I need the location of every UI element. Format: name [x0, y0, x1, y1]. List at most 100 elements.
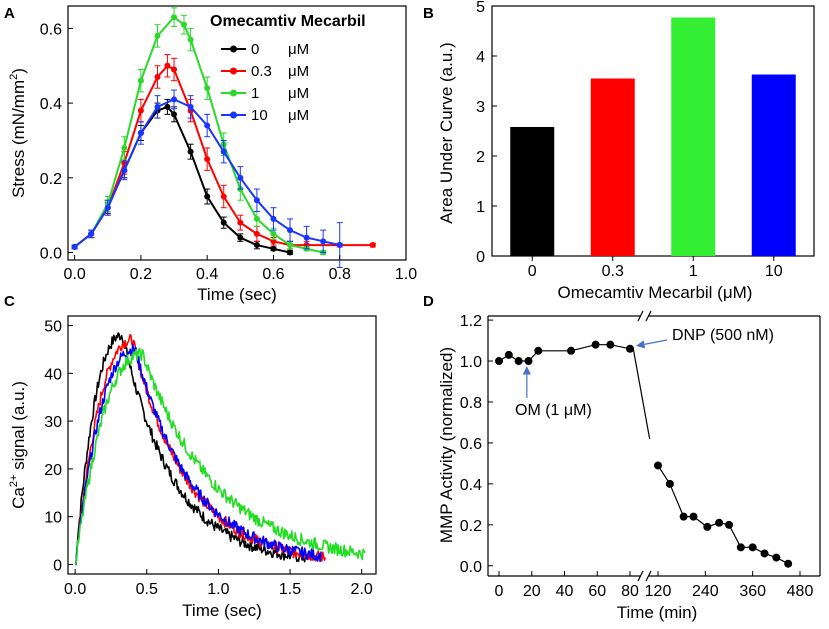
panel-a-y-label-close: ) [9, 68, 28, 74]
panel-a-data-point [320, 238, 327, 245]
panel-b-y-ticks: 0 1 2 3 4 5 [476, 0, 497, 266]
panel-b-y-tick-label: 0 [476, 249, 485, 266]
panel-b-y-tick-label: 2 [476, 149, 485, 166]
panel-a-data-point [137, 107, 144, 114]
panel-b-bar-10 [751, 74, 796, 256]
panel-d-y-tick-label: 1.0 [460, 354, 482, 371]
panel-a-legend-swatch-marker [230, 89, 237, 97]
panel-c-trace-3 [75, 343, 322, 566]
panel-d-y-tick-label: 0.2 [460, 518, 482, 535]
panel-b-bar-0_3 [590, 78, 635, 256]
panel-a-data-point [164, 103, 171, 110]
panel-d-data-point [567, 346, 576, 355]
panel-a-data-point [336, 242, 343, 249]
panel-c-x-ticks: 0.0 0.5 1.0 1.5 2.0 [64, 569, 373, 598]
panel-b-x-tick-label: 0.3 [602, 263, 624, 280]
panel-d-data-point [654, 461, 662, 470]
panel-a-data-point [270, 215, 277, 222]
panel-a-y-tick-label: 0.4 [40, 96, 62, 113]
panel-a-legend-swatch-marker [230, 111, 237, 119]
panel-a-legend-swatch-marker [230, 67, 237, 75]
panel-a-legend-title: Omecamtiv Mecarbil [210, 13, 366, 30]
panel-d-x-axis-label: Time (min) [617, 603, 698, 622]
panel-a-data-point [204, 85, 211, 92]
panel-a-label: A [4, 5, 15, 22]
panel-c-y-label-post: signal (a.u.) [9, 381, 28, 475]
panel-a-legend-swatch-marker [230, 45, 237, 53]
panel-a-data-point [204, 193, 211, 200]
panel-d-data-point [504, 350, 513, 359]
panel-a: A 0.0 0.2 0.4 0.6 0.8 1.0 0.0 0.2 0.4 0.6 Time (… [4, 5, 417, 304]
panel-b-plot-area [510, 17, 796, 256]
panel-d-data-point [736, 543, 745, 552]
panel-b-y-tick-label: 1 [476, 199, 485, 216]
panel-a-data-point [71, 243, 78, 250]
panel-a-data-point [369, 242, 376, 249]
panel-a-legend-unit: μM [288, 85, 309, 102]
panel-d-axis-break-mark [637, 570, 644, 582]
panel-a-y-tick-label: 0.2 [40, 171, 62, 188]
panel-d-annotations: OM (1 μM) DNP (500 nM) [515, 327, 774, 419]
panel-c: C 0.0 0.5 1.0 1.5 2.0 0 10 20 30 40 50 Time (sec)… [4, 293, 377, 620]
panel-a-x-tick-label: 0.8 [329, 266, 351, 283]
panel-a-y-ticks: 0.0 0.2 0.4 0.6 [40, 21, 73, 263]
panel-a-axes-frame [67, 5, 407, 261]
panel-a-data-point [237, 234, 244, 241]
panel-a-legend-label: 10 [251, 107, 268, 124]
panel-a-legend: Omecamtiv Mecarbil 0 μM 0.3 μM 1 μM 10 μM [210, 13, 366, 124]
panel-c-trace-0 [75, 332, 308, 566]
panel-d-data-point [679, 512, 688, 521]
panel-a-legend-label: 1 [251, 85, 259, 102]
panel-a-data-point [121, 144, 128, 151]
panel-d-data-point [606, 340, 615, 349]
panel-c-x-tick-label: 0.0 [64, 581, 86, 598]
panel-a-legend-unit: μM [288, 41, 309, 58]
panel-d-y-tick-label: 0.8 [460, 395, 482, 412]
panel-a-y-tick-label: 0.6 [40, 21, 62, 38]
panel-d-y-ticks: 0.0 0.2 0.4 0.6 0.8 1.0 1.2 [460, 313, 493, 576]
panel-d-data-point [665, 479, 674, 488]
panel-c-axes-frame [67, 315, 377, 575]
panel-a-data-point [154, 103, 161, 110]
panel-d-om-label: OM (1 μM) [515, 402, 592, 419]
panel-b-y-tick-label: 3 [476, 99, 485, 116]
panel-d-axis-break-mark [645, 310, 652, 322]
panel-c-y-tick-label: 30 [44, 414, 62, 431]
panel-d-y-tick-label: 1.2 [460, 313, 482, 330]
panel-b-x-ticks: 0 0.3 1 10 [528, 256, 783, 280]
panel-a-data-point [237, 219, 244, 226]
panel-a-data-point [187, 148, 194, 155]
panel-b-label: B [423, 5, 434, 22]
panel-d-label: D [423, 293, 434, 310]
panel-a-data-point [287, 249, 294, 256]
panel-b-x-tick-label: 0 [528, 263, 537, 280]
panel-d-data-point [495, 357, 503, 366]
panel-a-data-point [287, 242, 294, 249]
panel-d-data-point [784, 559, 793, 568]
panel-a-series-line [73, 105, 291, 254]
panel-b-axes-frame [491, 5, 815, 257]
panel-c-x-tick-label: 1.0 [207, 581, 229, 598]
panel-a-data-point [253, 242, 260, 249]
panel-a-data-point [220, 193, 227, 200]
panel-d-data-point [748, 543, 757, 552]
panel-c-label: C [4, 293, 15, 310]
panel-c-x-tick-label: 0.5 [136, 581, 158, 598]
panel-d-data-point [534, 346, 543, 355]
panel-c-y-tick-label: 50 [44, 319, 62, 336]
panel-a-x-tick-label: 0.2 [130, 266, 152, 283]
panel-c-y-axis-label: Ca2+ signal (a.u.) [8, 381, 28, 509]
panel-c-x-tick-label: 1.5 [279, 581, 301, 598]
panel-a-x-tick-label: 0.0 [64, 266, 86, 283]
panel-c-y-tick-label: 40 [44, 366, 62, 383]
panel-c-x-tick-label: 2.0 [351, 581, 373, 598]
panel-b-x-axis-label: Omecamtiv Mecarbil (μM) [558, 283, 753, 302]
panel-c-trace-1 [75, 333, 327, 566]
panel-d-axis-break-mark [645, 570, 652, 582]
panel-a-data-point [121, 167, 128, 174]
panel-d-y-axis-label: MMP Activity (normalized) [437, 347, 456, 543]
panel-a-data-point [253, 215, 260, 222]
panel-d-x-tick-label: 40 [556, 583, 574, 600]
panel-a-data-point [154, 32, 161, 39]
panel-c-y-tick-label: 10 [44, 510, 62, 527]
